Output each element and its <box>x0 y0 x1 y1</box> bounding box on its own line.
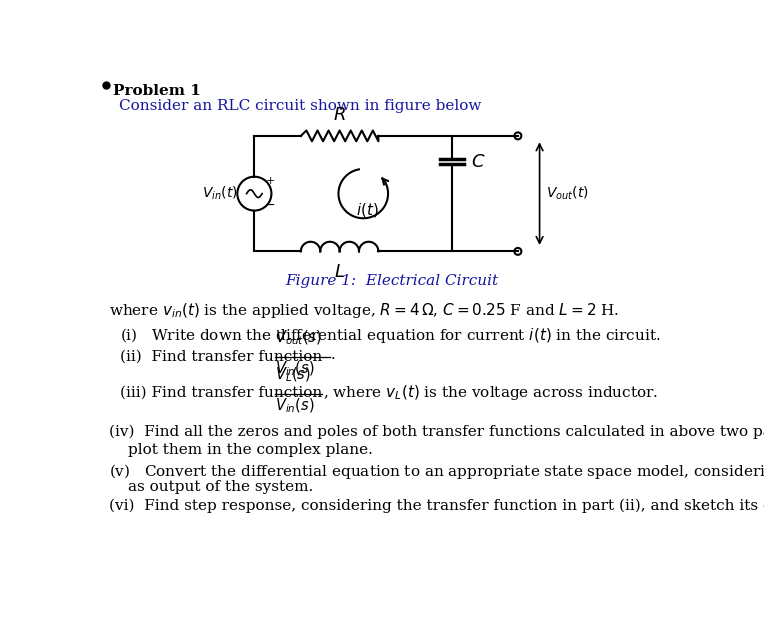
Text: Figure 1:  Electrical Circuit: Figure 1: Electrical Circuit <box>285 274 498 288</box>
Text: $V_{out}(s)$: $V_{out}(s)$ <box>275 329 322 347</box>
Circle shape <box>514 132 521 139</box>
Text: , where $v_L(t)$ is the voltage across inductor.: , where $v_L(t)$ is the voltage across i… <box>323 383 659 402</box>
Text: (vi)  Find step response, considering the transfer function in part (ii), and sk: (vi) Find step response, considering the… <box>109 498 764 513</box>
Text: $V_{in}(t)$: $V_{in}(t)$ <box>202 185 238 202</box>
Text: (ii)  Find transfer function: (ii) Find transfer function <box>120 349 322 363</box>
Text: Problem 1: Problem 1 <box>112 84 200 98</box>
Text: as output of the system.: as output of the system. <box>128 480 313 494</box>
Text: Consider an RLC circuit shown in figure below: Consider an RLC circuit shown in figure … <box>118 99 481 113</box>
Text: $V_L(s)$: $V_L(s)$ <box>275 365 311 384</box>
Text: $-$: $-$ <box>264 198 276 211</box>
Text: (iii) Find transfer function: (iii) Find transfer function <box>120 386 322 400</box>
Text: plot them in the complex plane.: plot them in the complex plane. <box>128 443 373 457</box>
Text: $C$: $C$ <box>471 153 485 171</box>
Text: $R$: $R$ <box>333 106 346 124</box>
Text: (v)   Convert the differential equation to an appropriate state space model, con: (v) Convert the differential equation to… <box>109 462 764 480</box>
Text: (iv)  Find all the zeros and poles of both transfer functions calculated in abov: (iv) Find all the zeros and poles of bot… <box>109 425 764 439</box>
Text: $i(t)$: $i(t)$ <box>356 201 378 219</box>
Text: $L$: $L$ <box>334 263 345 281</box>
Text: $+$: $+$ <box>265 175 275 186</box>
Circle shape <box>514 248 521 255</box>
Text: $V_{out}(t)$: $V_{out}(t)$ <box>545 185 588 202</box>
Text: (i)   Write down the differential equation for current $i(t)$ in the circuit.: (i) Write down the differential equation… <box>120 326 661 345</box>
Text: $V_{in}(s)$: $V_{in}(s)$ <box>275 359 315 378</box>
Text: $V_{in}(s)$: $V_{in}(s)$ <box>275 396 315 415</box>
Text: .: . <box>331 348 336 362</box>
Text: where $v_{in}(t)$ is the applied voltage, $R = 4\,\Omega$, $C = 0.25$ F and $L =: where $v_{in}(t)$ is the applied voltage… <box>109 301 620 321</box>
